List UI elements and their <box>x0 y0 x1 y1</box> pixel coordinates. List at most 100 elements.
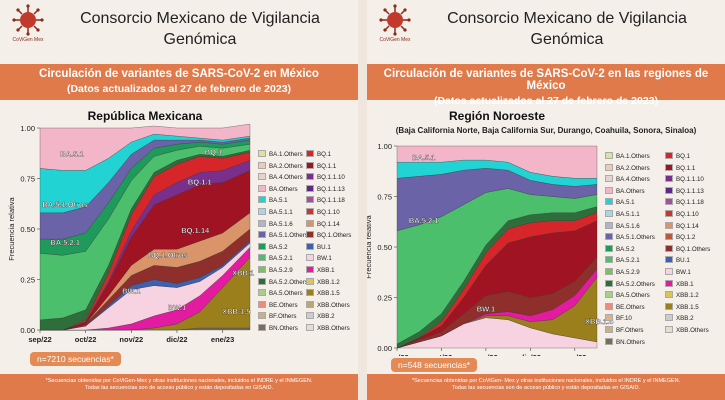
legend-label: BA.5.1.6 <box>616 222 640 230</box>
y-tick-label: 0.00 <box>20 326 35 335</box>
legend-item: BQ.1.1 <box>306 161 337 170</box>
legend-swatch <box>306 196 314 204</box>
legend-item: BA.1.Others <box>258 150 303 158</box>
legend-swatch <box>306 266 314 273</box>
legend-swatch <box>665 326 673 333</box>
legend-label: BA.5.2.1 <box>269 255 293 263</box>
legend-swatch <box>605 302 613 310</box>
legend-label: BA.1.Others <box>269 151 303 158</box>
legend-item: BA.5.1.6 <box>258 219 293 228</box>
y-tick-label: 0.25 <box>20 276 35 285</box>
legend-item: BQ.1.1.10 <box>665 175 704 183</box>
legend-swatch <box>306 289 314 297</box>
legend-swatch <box>306 242 314 250</box>
legend-swatch <box>306 300 314 308</box>
area-annotation: BA.5.1.Otros <box>42 200 87 209</box>
legend-swatch <box>665 233 673 241</box>
legend-item: BA.5.1.Others <box>605 233 655 241</box>
legend-item: XBB.1.5 <box>306 289 340 297</box>
legend-item: BU.1 <box>665 256 690 264</box>
area-annotation: BA.5.1 <box>60 149 83 158</box>
legend-swatch <box>605 256 613 264</box>
legend-item: BQ.1.1.18 <box>306 196 345 204</box>
legend-label: BU.1 <box>317 243 331 251</box>
legend-swatch <box>665 314 673 322</box>
legend-label: BA.5.1.1 <box>269 209 293 216</box>
variant-area-chart: República Mexicana 0.00 0.25 0.50 0.75 1.00 se… <box>7 109 254 344</box>
legend-item: XBB.1 <box>665 279 694 288</box>
legend-swatch <box>605 314 613 322</box>
legend-swatch <box>665 175 673 183</box>
legend-item: XBB.2 <box>665 314 694 322</box>
legend-swatch <box>306 254 314 262</box>
legend-item: BA.5.1.1 <box>605 210 640 218</box>
area-annotation: BQ.1.Otros <box>148 250 188 259</box>
y-tick-label: 1.00 <box>377 142 392 151</box>
area-annotation: XBB.1.5 <box>585 317 613 326</box>
legend-label: BA.5.Others <box>269 290 303 298</box>
legend-item: BQ.1.14 <box>306 219 340 228</box>
banner-line-1: Circulación de variantes de SARS-CoV-2 e… <box>39 68 319 80</box>
legend-item: BA.5.1 <box>605 198 635 206</box>
legend-label: BA.5.1.Others <box>269 232 308 240</box>
legend-label: BA.Others <box>616 187 645 195</box>
legend-swatch <box>605 152 613 159</box>
area-annotation: BA.5.1 <box>412 153 435 162</box>
legend-swatch <box>306 219 314 227</box>
legend-label: BA.5.1.Others <box>616 234 655 242</box>
variant-area-chart: Región Noroeste 0.00 0.25 0.50 0.75 1.00 sep/2… <box>367 109 614 356</box>
legend-swatch <box>605 175 613 183</box>
legend-label: XBB.2 <box>676 315 694 323</box>
legend-swatch <box>665 256 673 264</box>
legend-item: BQ.1.2 <box>665 233 695 241</box>
legend-item: BQ.1 <box>306 150 331 158</box>
legend-label: BQ.1.10 <box>317 209 340 216</box>
x-tick-label: dic/22 <box>520 353 541 356</box>
legend-label: BQ.1 <box>317 151 332 158</box>
legend-swatch <box>258 289 266 297</box>
legend-label: BE.Others <box>269 301 298 309</box>
legend-item: XBB.Others <box>306 324 350 332</box>
legend-label: BQ.1.1 <box>317 162 337 170</box>
legend-item: BQ.1.1 <box>665 163 695 172</box>
legend-item: BA.5.2.1 <box>258 254 293 262</box>
legend-label: XBB.1.2 <box>676 292 699 300</box>
legend-label: BQ.1.10 <box>676 211 699 218</box>
legend-swatch <box>605 326 613 333</box>
legend-item: BQ.1.1.18 <box>665 198 704 206</box>
legend-label: BA.5.Others <box>616 292 650 300</box>
legend-label: BA.5.2.Others <box>616 280 655 288</box>
footer-note: *Secuencias obtenidas por CoViGen- Mex y… <box>367 374 725 400</box>
legend-label: XBB.1.2 <box>317 278 340 286</box>
banner-line-1: Circulación de variantes de SARS-CoV-2 e… <box>383 68 709 92</box>
area-ba-others <box>396 145 598 179</box>
legend-label: BA.Others <box>269 185 298 193</box>
legend-item: BA.1.Others <box>605 152 650 160</box>
header-banner: Circulación de variantes de SARS-CoV-2 e… <box>0 64 358 100</box>
banner-line-2: (Datos actualizados al 27 de febrero de … <box>66 83 292 95</box>
legend-item: XBB.2 <box>306 312 335 320</box>
footer-line-1: *Secuencias obtenidas por CoViGen-Mex y … <box>45 378 313 384</box>
legend-item: BA.5.Others <box>605 291 650 299</box>
legend-label: BA.4.Others <box>616 176 650 184</box>
area-annotation: BQ.1.14 <box>181 226 210 235</box>
x-tick-label: oct/22 <box>75 335 97 344</box>
legend-item: BF.Others <box>258 312 297 320</box>
legend-swatch <box>665 198 673 206</box>
legend-swatch <box>665 152 673 159</box>
legend-label: BA.5.2.Others <box>269 278 308 286</box>
title-line-1: Consorcio Mexicano de Vigilancia <box>80 10 320 27</box>
legend-label: BQ.1.1.18 <box>676 199 704 207</box>
legend-swatch <box>306 150 314 157</box>
legend-item: XBB.1.5 <box>665 302 699 311</box>
legend-swatch <box>605 163 613 171</box>
legend-swatch <box>258 254 266 262</box>
legend-item: BQ.1.1.13 <box>306 184 345 193</box>
legend-swatch <box>258 173 266 181</box>
y-tick-label: 0.00 <box>377 344 392 353</box>
y-axis-label: Frecuencia relativa <box>367 214 373 278</box>
legend-swatch <box>258 242 266 250</box>
logo-text: CoViGen Mex <box>379 37 411 43</box>
legend-label: XBB.1.5 <box>317 290 340 298</box>
legend-label: BA.2.Others <box>616 164 650 172</box>
